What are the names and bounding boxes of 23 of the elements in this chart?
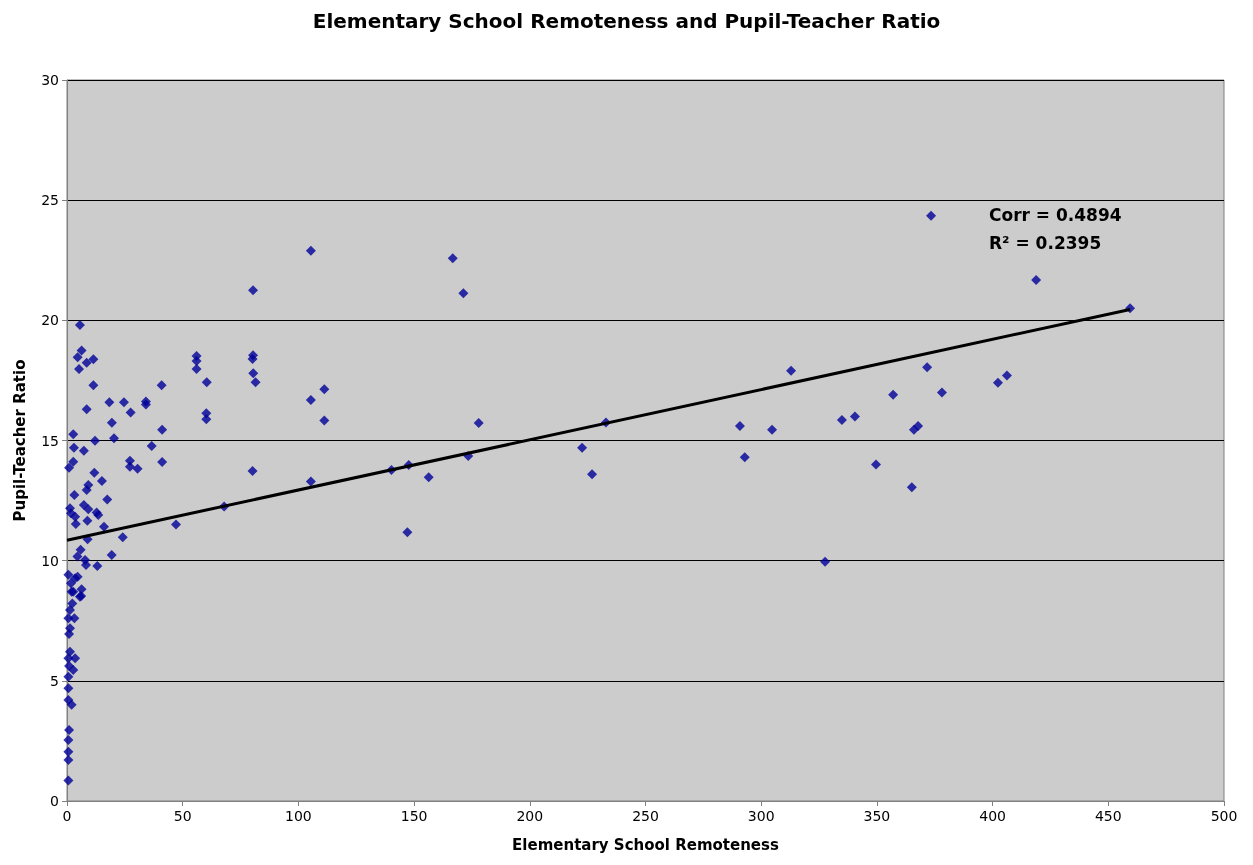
y-tick-label: 5: [50, 672, 59, 689]
y-axis-title: Pupil-Teacher Ratio: [10, 359, 29, 522]
chart-title: Elementary School Remoteness and Pupil-Teacher Ratio: [312, 9, 941, 33]
y-tick-label: 15: [41, 432, 59, 449]
x-tick-label: 500: [1210, 808, 1238, 824]
x-tick-label: 150: [400, 808, 428, 824]
y-tick-label: 0: [50, 793, 59, 809]
x-tick-label: 350: [863, 808, 891, 824]
y-tick-label: 20: [41, 312, 59, 329]
x-axis-title: Elementary School Remoteness: [512, 835, 779, 854]
y-tick-label: 25: [41, 192, 59, 209]
y-tick-label: 30: [41, 72, 59, 88]
annotation: R² = 0.2395: [989, 232, 1102, 253]
x-tick-label: 400: [979, 808, 1006, 824]
x-tick-label: 300: [747, 808, 775, 824]
annotation: Corr = 0.4894: [989, 204, 1122, 225]
x-tick-label: 200: [516, 808, 544, 824]
x-tick-label: 450: [1094, 808, 1122, 824]
x-tick-label: 0: [62, 808, 72, 824]
x-tick-label: 250: [632, 808, 659, 824]
y-tick-label: 10: [41, 552, 59, 569]
x-tick-label: 100: [285, 808, 312, 824]
x-tick-label: 50: [173, 808, 192, 824]
